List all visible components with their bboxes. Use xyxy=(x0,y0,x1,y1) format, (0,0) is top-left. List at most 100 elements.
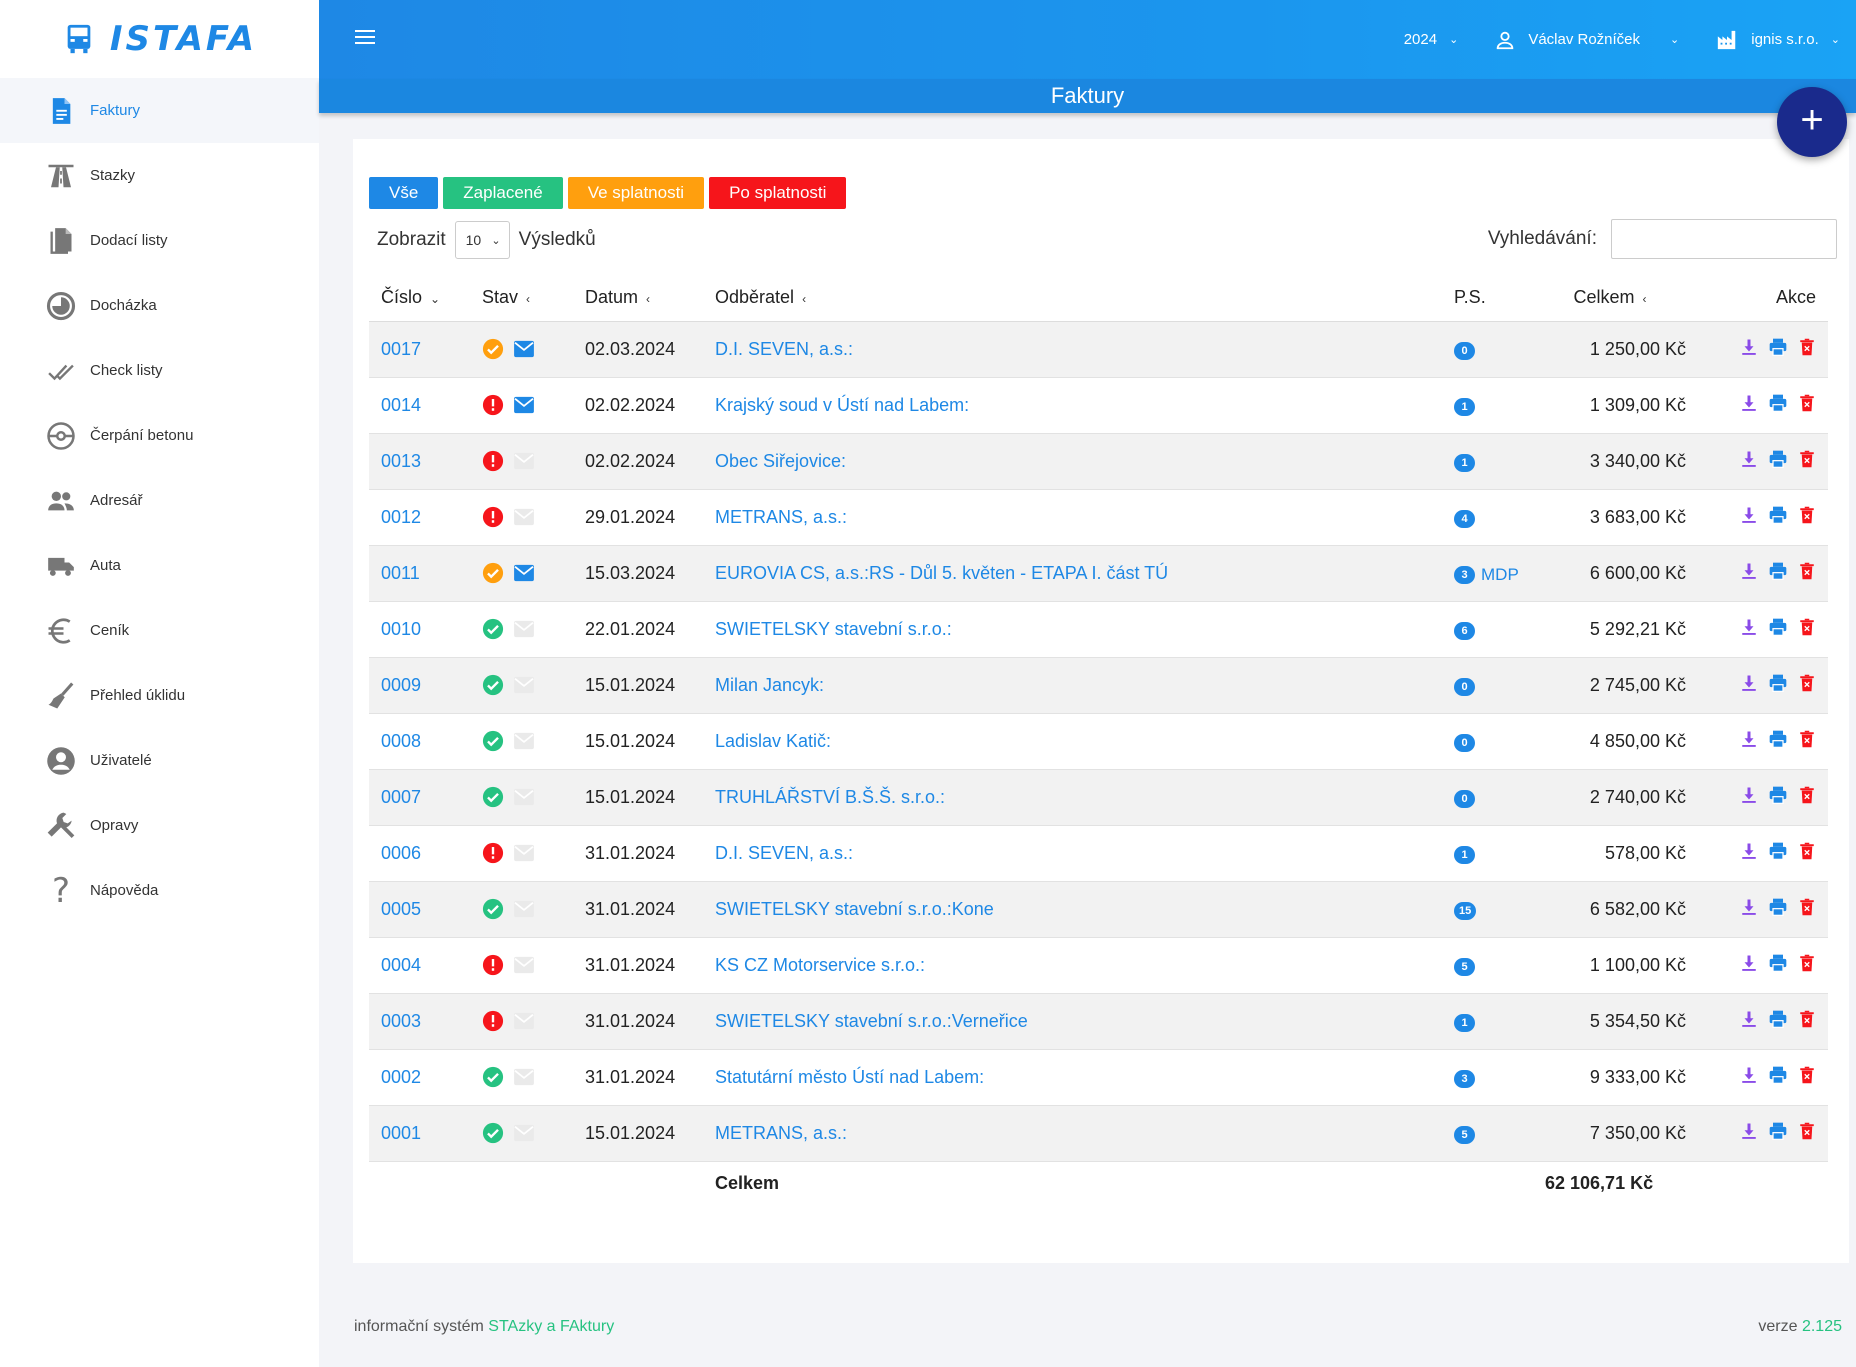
invoice-number-link[interactable]: 0011 xyxy=(381,562,420,583)
menu-icon[interactable] xyxy=(355,30,375,46)
print-icon[interactable] xyxy=(1767,897,1789,917)
print-icon[interactable] xyxy=(1767,449,1789,469)
logo[interactable]: ISTAFA xyxy=(0,0,319,78)
customer-link[interactable]: D.I. SEVEN, a.s.: xyxy=(715,842,854,863)
company-dropdown[interactable]: ignis s.r.o. ⌄ xyxy=(1715,29,1840,51)
delete-icon[interactable] xyxy=(1798,673,1816,693)
invoice-number-link[interactable]: 0001 xyxy=(381,1122,422,1143)
print-icon[interactable] xyxy=(1767,393,1789,413)
col-number-header[interactable]: Číslo ⌄ xyxy=(369,275,478,322)
download-icon[interactable] xyxy=(1740,1009,1758,1029)
delete-icon[interactable] xyxy=(1798,1065,1816,1085)
delete-icon[interactable] xyxy=(1798,897,1816,917)
print-icon[interactable] xyxy=(1767,841,1789,861)
invoice-number-link[interactable]: 0017 xyxy=(381,338,422,359)
delete-icon[interactable] xyxy=(1798,505,1816,525)
download-icon[interactable] xyxy=(1740,673,1758,693)
delete-icon[interactable] xyxy=(1798,785,1816,805)
customer-link[interactable]: SWIETELSKY stavební s.r.o.: xyxy=(715,618,952,639)
col-date-header[interactable]: Datum ‹ xyxy=(582,275,714,322)
print-icon[interactable] xyxy=(1767,1065,1789,1085)
customer-link[interactable]: METRANS, a.s.: xyxy=(715,506,848,527)
customer-link[interactable]: Statutární město Ústí nad Labem: xyxy=(715,1066,985,1087)
user-dropdown[interactable]: Václav Rožníček ⌄ xyxy=(1494,29,1679,51)
download-icon[interactable] xyxy=(1740,729,1758,749)
download-icon[interactable] xyxy=(1740,841,1758,861)
invoice-number-link[interactable]: 0003 xyxy=(381,1010,422,1031)
sidebar-item-stazky[interactable]: Stazky xyxy=(0,143,319,208)
print-icon[interactable] xyxy=(1767,785,1789,805)
print-icon[interactable] xyxy=(1767,673,1789,693)
customer-link[interactable]: SWIETELSKY stavební s.r.o.:Kone xyxy=(715,898,994,919)
sidebar-item-check-listy[interactable]: Check listy xyxy=(0,338,319,403)
print-icon[interactable] xyxy=(1767,953,1789,973)
search-input[interactable] xyxy=(1611,219,1837,259)
download-icon[interactable] xyxy=(1740,505,1758,525)
download-icon[interactable] xyxy=(1740,617,1758,637)
sidebar-item-prehled-uklidu[interactable]: Přehled úklidu xyxy=(0,663,319,728)
delete-icon[interactable] xyxy=(1798,1009,1816,1029)
print-icon[interactable] xyxy=(1767,561,1789,581)
download-icon[interactable] xyxy=(1740,1065,1758,1085)
invoice-number-link[interactable]: 0008 xyxy=(381,730,422,751)
print-icon[interactable] xyxy=(1767,617,1789,637)
download-icon[interactable] xyxy=(1740,449,1758,469)
sidebar-item-napoveda[interactable]: ? Nápověda xyxy=(0,858,319,923)
download-icon[interactable] xyxy=(1740,561,1758,581)
sidebar-item-faktury[interactable]: Faktury xyxy=(0,78,319,143)
customer-link[interactable]: Krajský soud v Ústí nad Labem: xyxy=(715,394,970,415)
invoice-number-link[interactable]: 0002 xyxy=(381,1066,422,1087)
sidebar-item-adresar[interactable]: Adresář xyxy=(0,468,319,533)
invoice-number-link[interactable]: 0014 xyxy=(381,394,422,415)
customer-link[interactable]: EUROVIA CS, a.s.:RS - Důl 5. květen - ET… xyxy=(715,562,1169,583)
download-icon[interactable] xyxy=(1740,1121,1758,1141)
sidebar-item-uzivatele[interactable]: Uživatelé xyxy=(0,728,319,793)
sidebar-item-dodaci-listy[interactable]: Dodací listy xyxy=(0,208,319,273)
invoice-number-link[interactable]: 0012 xyxy=(381,506,422,527)
print-icon[interactable] xyxy=(1767,1009,1789,1029)
delete-icon[interactable] xyxy=(1798,841,1816,861)
invoice-number-link[interactable]: 0005 xyxy=(381,898,422,919)
filter-overdue-button[interactable]: Po splatnosti xyxy=(709,177,847,209)
download-icon[interactable] xyxy=(1740,953,1758,973)
invoice-number-link[interactable]: 0013 xyxy=(381,450,422,471)
delete-icon[interactable] xyxy=(1798,953,1816,973)
download-icon[interactable] xyxy=(1740,897,1758,917)
customer-link[interactable]: KS CZ Motorservice s.r.o.: xyxy=(715,954,926,975)
year-dropdown[interactable]: 2024 ⌄ xyxy=(1404,31,1459,48)
invoice-number-link[interactable]: 0006 xyxy=(381,842,422,863)
delete-icon[interactable] xyxy=(1798,729,1816,749)
sidebar-item-cenik[interactable]: Ceník xyxy=(0,598,319,663)
download-icon[interactable] xyxy=(1740,337,1758,357)
sidebar-item-opravy[interactable]: Opravy xyxy=(0,793,319,858)
filter-paid-button[interactable]: Zaplacené xyxy=(443,177,563,209)
col-customer-header[interactable]: Odběratel ‹ xyxy=(714,275,1440,322)
delete-icon[interactable] xyxy=(1798,393,1816,413)
customer-link[interactable]: Obec Siřejovice: xyxy=(715,450,847,471)
invoice-number-link[interactable]: 0010 xyxy=(381,618,422,639)
customer-link[interactable]: Ladislav Katič: xyxy=(715,730,832,751)
sidebar-item-dochazka[interactable]: Docházka xyxy=(0,273,319,338)
delete-icon[interactable] xyxy=(1798,337,1816,357)
customer-link[interactable]: SWIETELSKY stavební s.r.o.:Verneřice xyxy=(715,1010,1028,1031)
print-icon[interactable] xyxy=(1767,1121,1789,1141)
download-icon[interactable] xyxy=(1740,785,1758,805)
customer-link[interactable]: D.I. SEVEN, a.s.: xyxy=(715,338,854,359)
footer-brand-link[interactable]: STAzky a FAktury xyxy=(488,1318,615,1335)
filter-due-button[interactable]: Ve splatnosti xyxy=(567,177,705,209)
delete-icon[interactable] xyxy=(1798,1121,1816,1141)
customer-link[interactable]: TRUHLÁŘSTVÍ B.Š.Š. s.r.o.: xyxy=(715,786,946,807)
customer-link[interactable]: Milan Jancyk: xyxy=(715,674,825,695)
print-icon[interactable] xyxy=(1767,505,1789,525)
print-icon[interactable] xyxy=(1767,337,1789,357)
delete-icon[interactable] xyxy=(1798,449,1816,469)
customer-link[interactable]: METRANS, a.s.: xyxy=(715,1122,848,1143)
invoice-number-link[interactable]: 0007 xyxy=(381,786,422,807)
delete-icon[interactable] xyxy=(1798,561,1816,581)
delete-icon[interactable] xyxy=(1798,617,1816,637)
page-size-select[interactable]: 10 ⌄ xyxy=(454,221,510,259)
invoice-number-link[interactable]: 0004 xyxy=(381,954,422,975)
col-status-header[interactable]: Stav ‹ xyxy=(478,275,582,322)
sidebar-item-cerpani-betonu[interactable]: Čerpání betonu xyxy=(0,403,319,468)
print-icon[interactable] xyxy=(1767,729,1789,749)
